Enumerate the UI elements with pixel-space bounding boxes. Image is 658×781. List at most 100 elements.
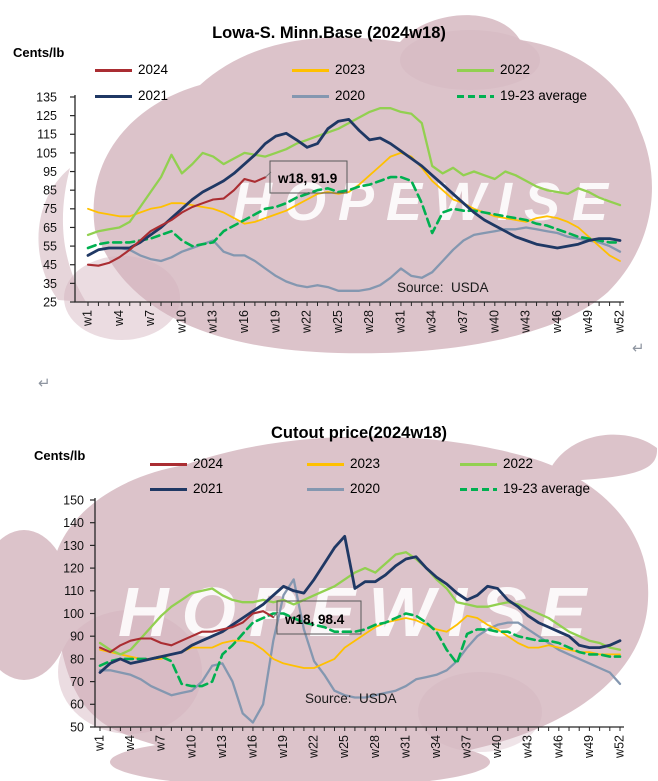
legend-item-2022: 2022 bbox=[460, 457, 533, 471]
legend-swatch-2020 bbox=[292, 94, 329, 98]
legend-label: 2024 bbox=[138, 62, 169, 77]
y-axis-units-top: Cents/lb bbox=[13, 45, 65, 60]
x-tick-label: w16 bbox=[237, 310, 251, 334]
pig-swirl-right bbox=[418, 672, 542, 752]
legend-label: 19-23 average bbox=[500, 88, 588, 103]
y-tick-label: 125 bbox=[36, 109, 57, 123]
legend-label: 19-23 average bbox=[503, 481, 591, 496]
legend-label: 2021 bbox=[193, 481, 224, 496]
series-line-2020 bbox=[86, 226, 622, 292]
x-tick-label: w28 bbox=[362, 310, 376, 334]
x-tick-label: w7 bbox=[143, 310, 157, 327]
x-tick-label: w19 bbox=[268, 310, 282, 334]
legend-label: 2020 bbox=[335, 88, 366, 103]
x-tick-label: w25 bbox=[337, 735, 351, 759]
x-tick-label: w37 bbox=[460, 735, 474, 759]
x-tick-label: w19 bbox=[276, 735, 290, 759]
x-tick-label: w4 bbox=[112, 310, 126, 327]
legend-item-2020: 2020 bbox=[307, 482, 380, 496]
legend-swatch-2022 bbox=[460, 462, 497, 466]
x-tick-label: w52 bbox=[613, 735, 627, 759]
legend-item-2020: 2020 bbox=[292, 89, 365, 103]
y-tick-label: 85 bbox=[43, 184, 57, 198]
pig-snout-shape bbox=[38, 168, 86, 302]
plot-iowa-minn-base: 135 125 115 105 95 85 75 65 55 45 35 25 w1 w4 w7 w10 w13… bbox=[36, 90, 627, 334]
legend-item-19-23-average: 19-23 average bbox=[457, 89, 587, 103]
legend-swatch-2021 bbox=[95, 94, 132, 98]
x-tick-label: w37 bbox=[456, 310, 470, 334]
x-tick-label: w25 bbox=[331, 310, 345, 334]
legend-swatch-2023 bbox=[307, 462, 344, 466]
y-tick-label: 80 bbox=[70, 652, 84, 666]
x-tick-label: w22 bbox=[307, 735, 321, 759]
x-tick-label: w46 bbox=[551, 735, 565, 759]
x-tick-label: w40 bbox=[490, 735, 504, 759]
series-line-2022 bbox=[86, 107, 622, 237]
x-tick-label: w31 bbox=[393, 310, 407, 334]
pig-ear-shade bbox=[400, 30, 540, 90]
x-tick-label: w10 bbox=[184, 735, 198, 759]
chart-title-cutout-price: Cutout price(2024w18) bbox=[270, 424, 448, 442]
x-tick-label: w1 bbox=[81, 310, 95, 327]
legend-swatch-2022 bbox=[457, 68, 494, 72]
x-tick-label: w43 bbox=[521, 735, 535, 759]
axis-lines bbox=[74, 95, 624, 303]
pig-silhouette bbox=[93, 15, 652, 354]
y-tick-label: 70 bbox=[70, 675, 84, 689]
series-line-2024 bbox=[86, 176, 267, 267]
y-tick-label: 35 bbox=[43, 277, 57, 291]
chart-title-iowa-minn-base: Lowa-S. Minn.Base (2024w18) bbox=[212, 24, 446, 42]
x-tick-label: w34 bbox=[425, 310, 439, 334]
x-tick-label: w34 bbox=[429, 735, 443, 759]
legend-swatch-2021 bbox=[150, 487, 187, 491]
x-tick-label: w31 bbox=[398, 735, 412, 759]
x-tick-label: w52 bbox=[613, 310, 627, 334]
x-tick-label: w22 bbox=[300, 310, 314, 334]
legend-item-2024: 2024 bbox=[150, 457, 223, 471]
paragraph-return-mark: ↵ bbox=[38, 375, 51, 392]
y-tick-label: 55 bbox=[43, 239, 57, 253]
y-tick-label: 105 bbox=[36, 146, 57, 160]
series-line-2021 bbox=[98, 534, 622, 674]
x-tick-label: w49 bbox=[582, 735, 596, 759]
annotation-label: w18, 91.9 bbox=[277, 171, 337, 186]
y-tick-label: 120 bbox=[63, 562, 84, 576]
legend-swatch-19-23-average bbox=[457, 94, 494, 98]
legend-label: 2021 bbox=[138, 88, 169, 103]
x-tick-label: w4 bbox=[123, 735, 137, 752]
y-tick-label: 110 bbox=[64, 584, 84, 598]
plot-cutout-price: 150 140 130 120 110 100 90 80 70 60 50 w1 w4 w7 w10 w13… bbox=[63, 493, 627, 759]
legend-item-2021: 2021 bbox=[150, 482, 223, 496]
legend-item-2022: 2022 bbox=[457, 63, 530, 77]
x-tick-label: w40 bbox=[487, 310, 501, 334]
series-line-19-23-average bbox=[98, 612, 622, 688]
series-line-2022 bbox=[98, 551, 622, 656]
legend-item-19-23-average: 19-23 average bbox=[460, 482, 590, 496]
legend-item-2023: 2023 bbox=[292, 63, 365, 77]
pig-under-body bbox=[110, 736, 490, 781]
legend-swatch-19-23-average bbox=[460, 487, 497, 491]
legend-label: 2023 bbox=[350, 456, 381, 471]
x-tick-label: w43 bbox=[519, 310, 533, 334]
pig-left-blob bbox=[0, 530, 72, 680]
legend-label: 2022 bbox=[503, 456, 534, 471]
legend-swatch-2024 bbox=[150, 462, 187, 466]
legend-label: 2024 bbox=[193, 456, 224, 471]
y-tick-label: 60 bbox=[70, 698, 84, 712]
y-tick-label: 25 bbox=[43, 295, 57, 309]
x-tick-label: w49 bbox=[581, 310, 595, 334]
x-tick-label: w28 bbox=[368, 735, 382, 759]
x-tick-label: w13 bbox=[206, 310, 220, 334]
y-tick-label: 75 bbox=[43, 202, 57, 216]
source-label: Source: USDA bbox=[397, 280, 489, 295]
x-tick-label: w1 bbox=[93, 735, 107, 752]
pig-swirl-left bbox=[58, 610, 202, 734]
annotation-label: w18, 98.4 bbox=[284, 612, 345, 627]
legend-swatch-2024 bbox=[95, 68, 132, 72]
annotation-box bbox=[276, 600, 362, 635]
legend-item-2024: 2024 bbox=[95, 63, 168, 77]
paragraph-return-mark: ↵ bbox=[632, 340, 645, 357]
y-tick-label: 65 bbox=[43, 221, 57, 235]
legend-label: 2020 bbox=[350, 481, 381, 496]
x-tick-label: w10 bbox=[174, 310, 188, 334]
